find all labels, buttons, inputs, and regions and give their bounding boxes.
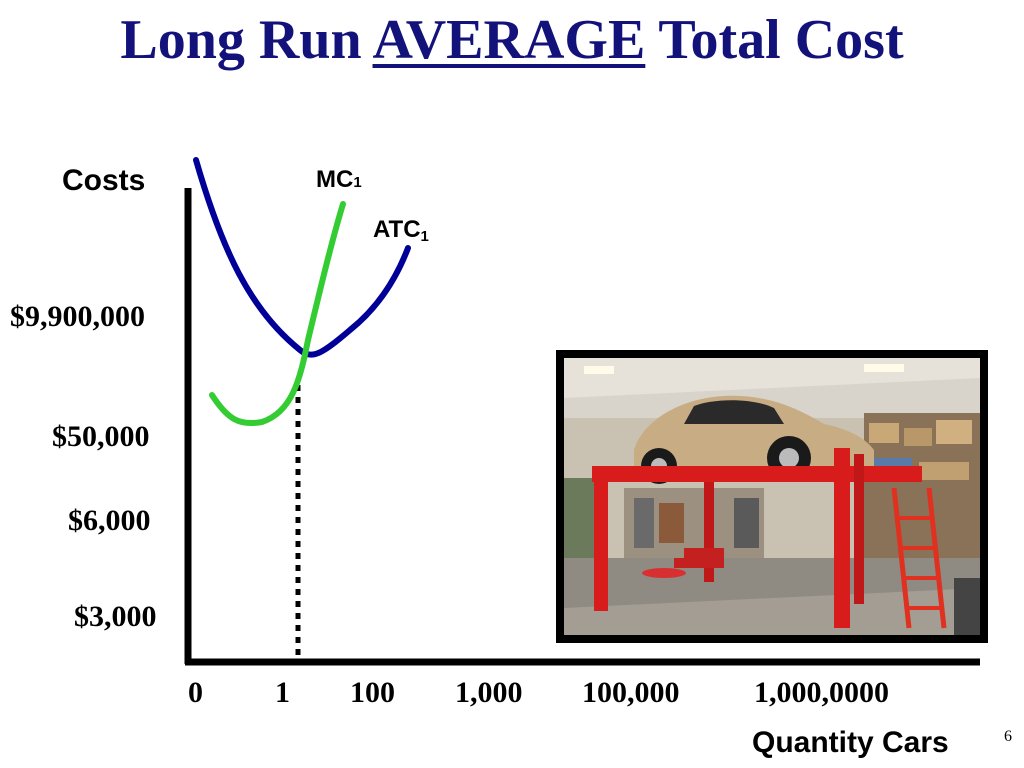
x-tick-label: 100 xyxy=(350,676,395,709)
y-tick-label: $6,000 xyxy=(68,504,151,537)
atc-curve xyxy=(193,157,411,358)
y-tick-label: $9,900,000 xyxy=(10,300,145,333)
title-emphasis: AVERAGE xyxy=(372,9,646,71)
garage-photo xyxy=(556,350,988,643)
x-tick-label: 1,000 xyxy=(455,676,523,709)
y-axis-label: Costs xyxy=(62,164,146,197)
y-tick-label: $3,000 xyxy=(74,600,157,633)
x-tick-label: 0 xyxy=(188,676,203,709)
x-tick-label: 1 xyxy=(275,676,290,709)
x-axis-label: Quantity Cars xyxy=(752,726,949,759)
slide-title: Long Run AVERAGE Total Cost xyxy=(120,9,904,71)
x-tick-label: 1,000,0000 xyxy=(754,676,889,709)
x-tick-label: 100,000 xyxy=(582,676,680,709)
atc-curve-label: ATC1 xyxy=(373,216,429,245)
page-number: 6 xyxy=(1004,728,1012,745)
mc-curve-label: MC1 xyxy=(316,166,362,193)
y-tick-label: $50,000 xyxy=(52,420,150,453)
garage-photo-icon xyxy=(564,358,980,635)
mc-curve xyxy=(209,201,346,427)
